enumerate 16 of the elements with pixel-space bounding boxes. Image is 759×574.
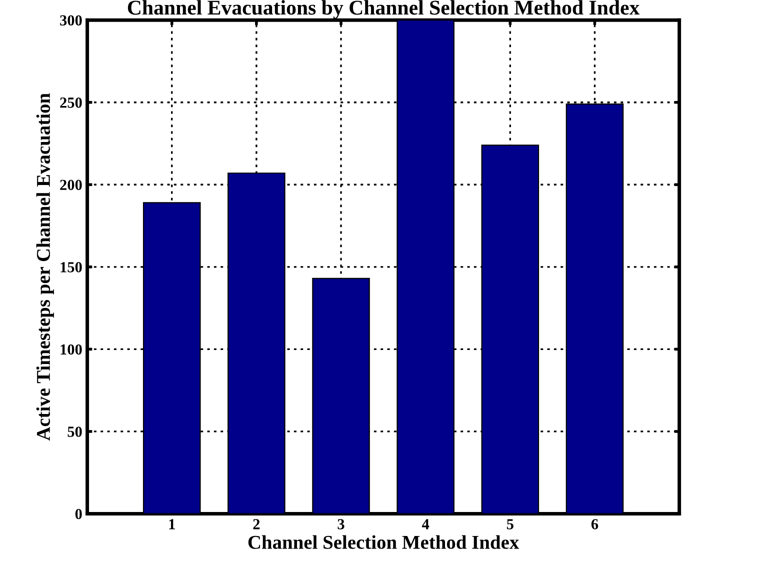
y-tick-label: 150 (60, 262, 82, 272)
x-tick-label: 5 (506, 519, 514, 530)
y-tick-label: 250 (60, 98, 82, 108)
x-tick-label: 2 (253, 519, 260, 530)
y-tick-label: 200 (60, 180, 82, 190)
y-tick-label: 0 (75, 508, 82, 520)
x-tick-label: 6 (591, 519, 598, 530)
x-tick-label: 1 (169, 519, 175, 530)
x-tick-label: 4 (422, 519, 430, 530)
chart-title: Channel Evacuations by Channel Selection Method Index (128, 0, 640, 20)
y-tick-label: 100 (60, 344, 82, 355)
x-axis-title: Channel Selection Method Index (248, 535, 520, 549)
y-tick-label: 50 (68, 426, 82, 437)
x-tick-label: 3 (338, 519, 344, 530)
y-axis-title: Active Timesteps per Channel Evacuation (36, 93, 54, 441)
y-tick-label: 300 (60, 15, 82, 26)
